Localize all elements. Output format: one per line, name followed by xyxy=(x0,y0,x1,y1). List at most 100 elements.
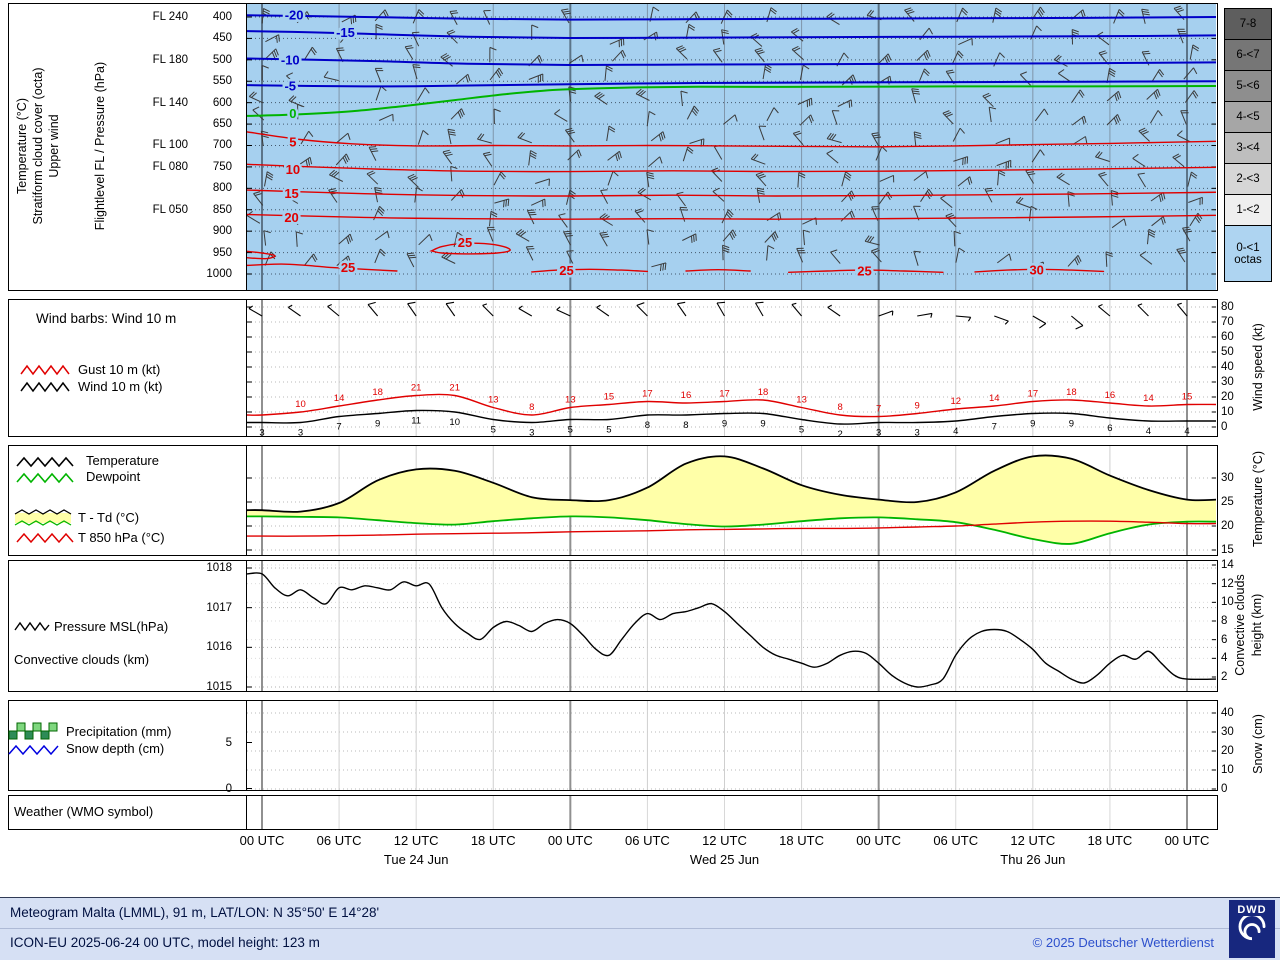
upper-air-plot: -20 -15 -10 -5 0 5 10 15 20 25 25 25 25 30 xyxy=(246,4,1216,290)
svg-text:9: 9 xyxy=(1030,419,1035,430)
svg-text:5: 5 xyxy=(606,425,611,436)
upper-axis-temperature-label: Temperature (°C) xyxy=(15,98,29,194)
axis-tick-label: 70 xyxy=(1221,316,1234,328)
panel-precip xyxy=(8,700,1218,791)
svg-text:21: 21 xyxy=(411,383,422,394)
axis-tick-label: 40 xyxy=(1221,361,1234,373)
axis-tick-label: 0 xyxy=(1221,421,1228,433)
svg-text:13: 13 xyxy=(488,395,499,406)
octas-cell: 5-<6 xyxy=(1224,70,1272,101)
time-tick-label: 00 UTC xyxy=(1164,833,1210,848)
pressure-legend-icon xyxy=(14,621,50,632)
svg-text:5: 5 xyxy=(568,425,573,436)
octas-cell: 3-<4 xyxy=(1224,132,1272,163)
svg-text:16: 16 xyxy=(681,390,692,401)
svg-text:17: 17 xyxy=(642,389,653,400)
svg-text:4: 4 xyxy=(1146,426,1151,436)
ttd-legend-icon xyxy=(14,509,72,526)
time-tick-label: 18 UTC xyxy=(1087,833,1133,848)
t850-legend-label: T 850 hPa (°C) xyxy=(78,530,165,545)
svg-text:4: 4 xyxy=(1184,426,1189,436)
svg-text:7: 7 xyxy=(336,422,341,433)
wind-panel-title: Wind barbs: Wind 10 m xyxy=(36,311,177,326)
upper-axis-upperwind-label: Upper wind xyxy=(47,114,61,178)
octas-cell: 6-<7 xyxy=(1224,39,1272,70)
svg-text:14: 14 xyxy=(989,393,1000,404)
svg-text:21: 21 xyxy=(449,383,460,394)
svg-text:-10: -10 xyxy=(281,52,300,67)
svg-text:25: 25 xyxy=(559,263,573,278)
svg-text:9: 9 xyxy=(722,419,727,430)
weather-plot xyxy=(246,796,1188,829)
wind-legend-label: Wind 10 m (kt) xyxy=(78,379,163,394)
svg-text:11: 11 xyxy=(411,416,421,427)
svg-text:-5: -5 xyxy=(284,78,296,93)
svg-text:10: 10 xyxy=(286,162,300,177)
svg-text:9: 9 xyxy=(760,419,765,430)
svg-text:10: 10 xyxy=(449,417,460,428)
svg-text:17: 17 xyxy=(1028,389,1039,400)
svg-text:3: 3 xyxy=(529,428,534,437)
time-tick-label: 00 UTC xyxy=(856,833,902,848)
gust-legend-label: Gust 10 m (kt) xyxy=(78,362,161,377)
pressure-legend-label: Pressure MSL(hPa) xyxy=(54,619,169,634)
snow-legend-icon xyxy=(8,744,59,756)
svg-text:9: 9 xyxy=(1069,419,1074,430)
time-tick-label: 00 UTC xyxy=(239,833,285,848)
svg-text:3: 3 xyxy=(259,428,264,437)
footer-copyright: © 2025 Deutscher Wetterdienst xyxy=(1032,935,1214,950)
snow-axis-label: Snow (cm) xyxy=(1251,714,1265,774)
svg-text:5: 5 xyxy=(491,425,496,436)
temperature-plot xyxy=(246,446,1216,555)
octas-cell: 0-<1 octas xyxy=(1224,225,1272,282)
svg-text:7: 7 xyxy=(992,422,997,433)
svg-text:16: 16 xyxy=(1105,390,1116,401)
day-label: Wed 25 Jun xyxy=(689,852,760,867)
axis-tick-label: 60 xyxy=(1221,331,1234,343)
axis-tick-label: 80 xyxy=(1221,301,1234,313)
panel-pressure xyxy=(8,560,1218,692)
dwd-spiral-icon xyxy=(1238,916,1266,941)
temperature-legend-label: Temperature xyxy=(86,453,159,468)
svg-text:5: 5 xyxy=(799,425,804,436)
svg-text:8: 8 xyxy=(837,402,842,413)
svg-text:4: 4 xyxy=(953,426,958,436)
svg-text:-20: -20 xyxy=(285,8,304,23)
time-tick-label: 12 UTC xyxy=(393,833,439,848)
wind-legend-icon xyxy=(20,381,70,393)
panel-weather xyxy=(8,795,1218,830)
upper-axis-cloudcover-label: Stratiform cloud cover (octa) xyxy=(31,67,45,225)
time-tick-label: 06 UTC xyxy=(933,833,979,848)
dewpoint-legend-icon xyxy=(16,472,74,484)
octas-cell: 4-<5 xyxy=(1224,101,1272,132)
svg-text:2: 2 xyxy=(837,429,842,436)
svg-text:-15: -15 xyxy=(336,25,355,40)
svg-text:8: 8 xyxy=(683,420,688,431)
axis-tick-label: 0 xyxy=(1221,783,1228,795)
precipitation-legend-label: Precipitation (mm) xyxy=(66,724,172,739)
axis-tick-label: 50 xyxy=(1221,346,1234,358)
svg-text:8: 8 xyxy=(645,420,650,431)
octas-legend: 7-8 6-<7 5-<6 4-<5 3-<4 2-<3 1-<2 0-<1 octas xyxy=(1224,8,1272,282)
svg-text:6: 6 xyxy=(1107,423,1112,434)
dewpoint-legend-label: Dewpoint xyxy=(86,469,141,484)
axis-tick-label: 10 xyxy=(1221,406,1234,418)
temperature-legend-icon xyxy=(16,456,74,468)
axis-tick-label: 30 xyxy=(1221,472,1234,484)
footer: Meteogram Malta (LMML), 91 m, LAT/LON: N… xyxy=(0,897,1280,960)
svg-text:9: 9 xyxy=(375,419,380,430)
svg-text:7: 7 xyxy=(876,404,881,415)
footer-separator xyxy=(0,928,1280,929)
time-tick-label: 06 UTC xyxy=(625,833,670,848)
footer-station-line: Meteogram Malta (LMML), 91 m, LAT/LON: N… xyxy=(10,905,380,920)
svg-text:14: 14 xyxy=(334,393,345,404)
time-tick-label: 18 UTC xyxy=(470,833,516,848)
svg-text:20: 20 xyxy=(284,210,298,225)
weather-panel-label: Weather (WMO symbol) xyxy=(14,804,154,819)
day-label: Thu 26 Jun xyxy=(1000,852,1066,867)
svg-text:18: 18 xyxy=(758,387,769,398)
day-label: Tue 24 Jun xyxy=(383,852,449,867)
svg-text:5: 5 xyxy=(289,135,296,150)
svg-text:17: 17 xyxy=(719,389,730,400)
